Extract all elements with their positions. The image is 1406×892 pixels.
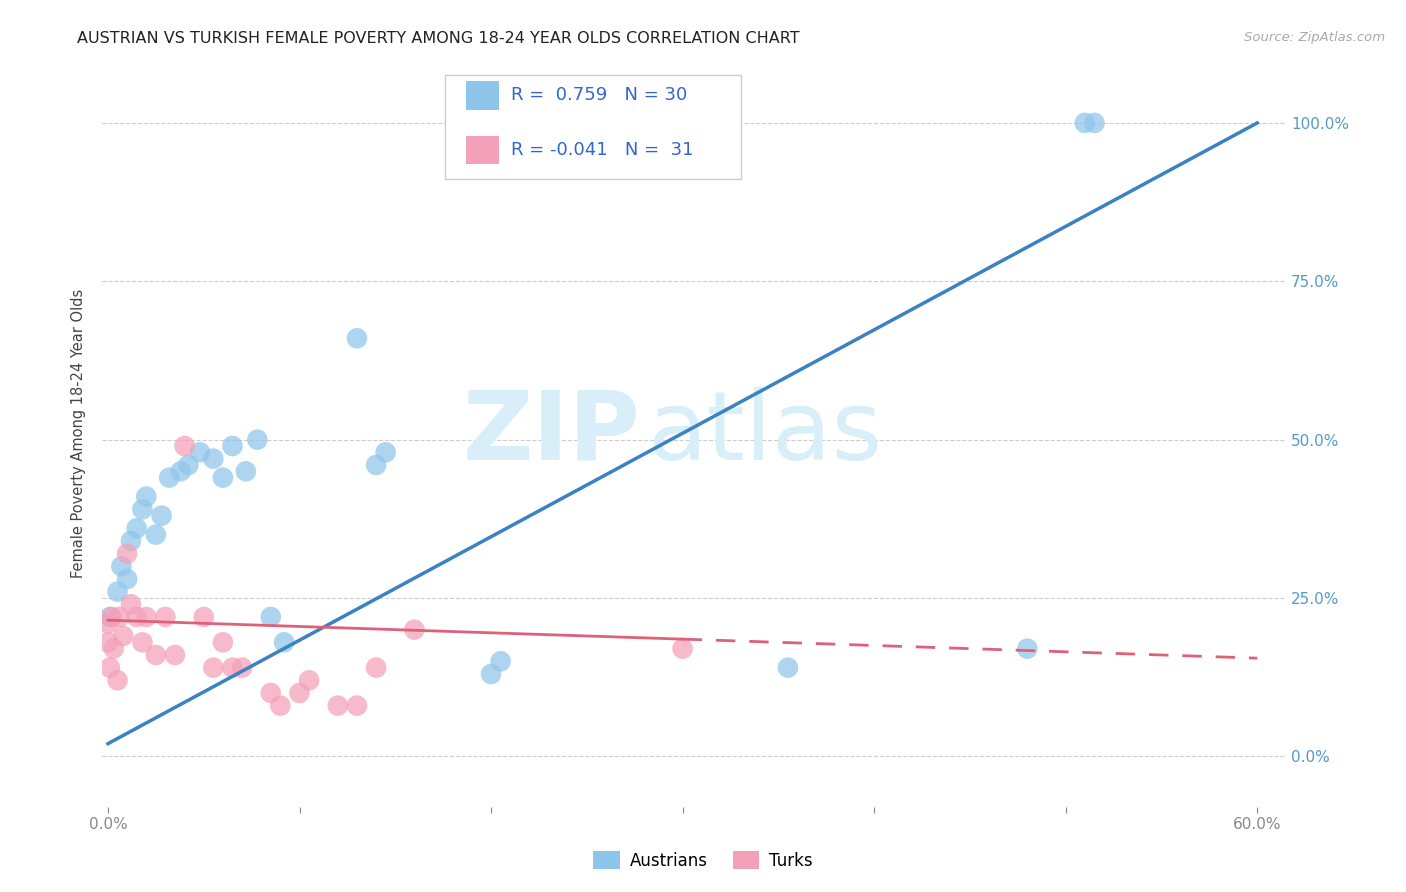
Point — [101, 610, 124, 624]
Text: atlas: atlas — [647, 387, 882, 480]
FancyBboxPatch shape — [465, 81, 499, 110]
Point — [103, 641, 125, 656]
Point — [221, 660, 243, 674]
Point — [288, 686, 311, 700]
Point — [221, 439, 243, 453]
FancyBboxPatch shape — [465, 136, 499, 164]
Point — [120, 597, 142, 611]
Point — [489, 654, 512, 668]
Point — [170, 464, 193, 478]
Point — [135, 490, 157, 504]
Point — [125, 521, 148, 535]
Point — [131, 635, 153, 649]
Point — [110, 559, 132, 574]
Point — [231, 660, 253, 674]
Point — [374, 445, 396, 459]
Point — [150, 508, 173, 523]
Point — [269, 698, 291, 713]
Point — [1074, 116, 1097, 130]
Point — [145, 648, 167, 662]
Point — [346, 698, 368, 713]
Text: AUSTRIAN VS TURKISH FEMALE POVERTY AMONG 18-24 YEAR OLDS CORRELATION CHART: AUSTRIAN VS TURKISH FEMALE POVERTY AMONG… — [77, 31, 800, 46]
Point — [173, 439, 195, 453]
Point — [260, 686, 283, 700]
Text: R = -0.041   N =  31: R = -0.041 N = 31 — [510, 141, 693, 159]
Point — [260, 610, 283, 624]
Point — [188, 445, 211, 459]
Point — [108, 610, 131, 624]
FancyBboxPatch shape — [446, 75, 741, 179]
Point — [235, 464, 257, 478]
Point — [97, 635, 120, 649]
Point — [115, 547, 138, 561]
Point — [273, 635, 295, 649]
Point — [298, 673, 321, 688]
Point — [97, 616, 120, 631]
Point — [212, 470, 235, 484]
Point — [120, 533, 142, 548]
Point — [202, 660, 225, 674]
Point — [177, 458, 200, 472]
Point — [212, 635, 235, 649]
Point — [366, 660, 388, 674]
Point — [145, 527, 167, 541]
Point — [157, 470, 180, 484]
Point — [131, 502, 153, 516]
Text: ZIP: ZIP — [463, 387, 641, 480]
Point — [125, 610, 148, 624]
Point — [404, 623, 426, 637]
Point — [202, 451, 225, 466]
Point — [155, 610, 177, 624]
Point — [193, 610, 215, 624]
Point — [326, 698, 349, 713]
Point — [479, 667, 502, 681]
Point — [107, 673, 129, 688]
Point — [246, 433, 269, 447]
Point — [98, 610, 121, 624]
Point — [366, 458, 388, 472]
Text: R =  0.759   N = 30: R = 0.759 N = 30 — [510, 87, 688, 104]
Point — [135, 610, 157, 624]
Point — [98, 660, 121, 674]
Point — [1017, 641, 1039, 656]
Point — [776, 660, 799, 674]
Point — [115, 572, 138, 586]
Point — [107, 584, 129, 599]
Point — [1083, 116, 1105, 130]
Legend: Austrians, Turks: Austrians, Turks — [586, 845, 820, 877]
Point — [112, 629, 135, 643]
Y-axis label: Female Poverty Among 18-24 Year Olds: Female Poverty Among 18-24 Year Olds — [72, 289, 86, 578]
Text: Source: ZipAtlas.com: Source: ZipAtlas.com — [1244, 31, 1385, 45]
Point — [163, 648, 186, 662]
Point — [671, 641, 693, 656]
Point — [346, 331, 368, 345]
